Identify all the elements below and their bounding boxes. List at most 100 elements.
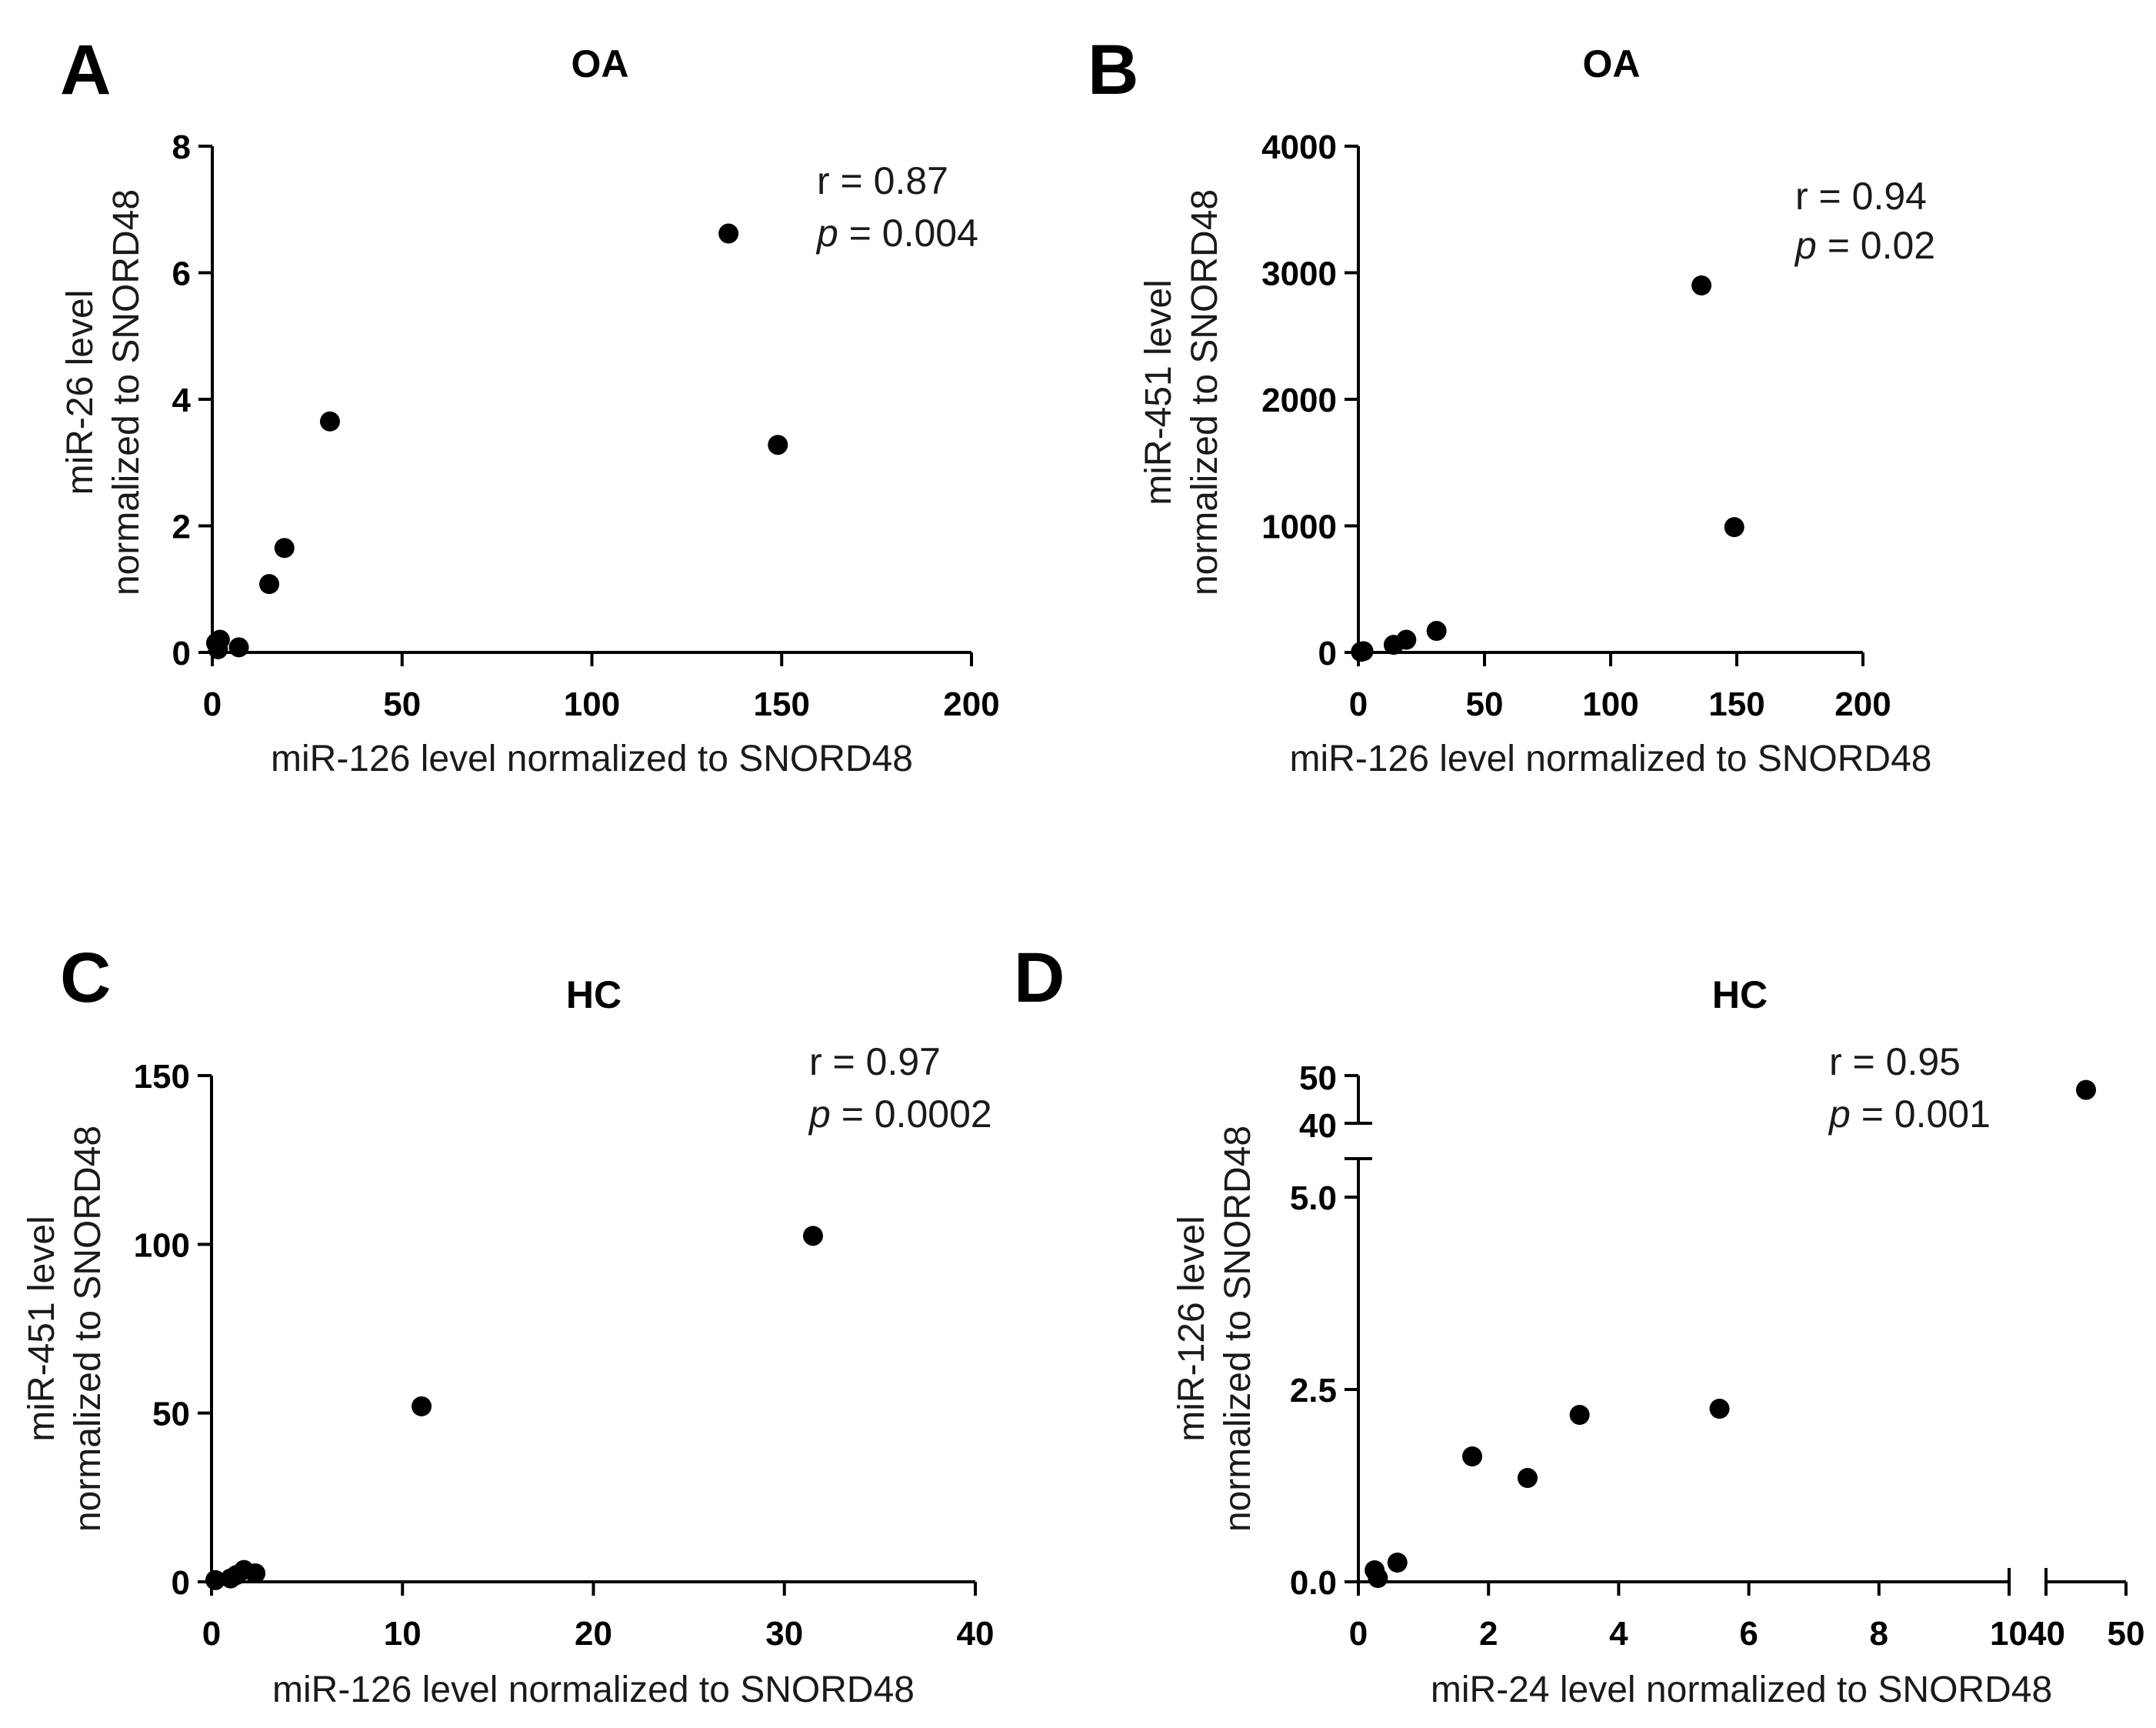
panel-a: A OA 0 50 100 150 200 0 2 4 6 8 miR-126 level normal… bbox=[60, 31, 1000, 779]
y-tick-label: 0 bbox=[172, 635, 191, 672]
data-point bbox=[208, 639, 228, 659]
x-tick-label: 200 bbox=[943, 686, 999, 723]
panel-c: C HC 0 10 20 30 40 0 50 100 150 miR-126 level norma… bbox=[22, 939, 994, 1710]
panel-letter: B bbox=[1088, 31, 1138, 109]
x-axis-label: miR-126 level normalized to SNORD48 bbox=[1290, 739, 1932, 779]
r-value: r = 0.87 bbox=[817, 159, 948, 202]
data-point bbox=[718, 223, 739, 244]
y-tick-label: 3000 bbox=[1261, 255, 1337, 293]
x-tick-label: 50 bbox=[2108, 1615, 2145, 1653]
y-tick-label: 2 bbox=[172, 509, 191, 546]
p-value-number: = 0.0002 bbox=[831, 1093, 992, 1136]
chart-title: HC bbox=[566, 973, 621, 1016]
y-tick-label: 5.0 bbox=[1290, 1179, 1337, 1217]
panel-letter: A bbox=[60, 31, 111, 109]
x-axis-label: miR-24 level normalized to SNORD48 bbox=[1431, 1670, 2052, 1710]
p-symbol: p bbox=[1794, 224, 1817, 267]
data-point bbox=[768, 435, 788, 455]
p-value-number: = 0.004 bbox=[838, 212, 978, 255]
x-tick-label: 20 bbox=[575, 1615, 612, 1653]
x-tick-label: 200 bbox=[1834, 686, 1891, 723]
x-tick-label: 150 bbox=[1708, 686, 1764, 723]
data-point bbox=[1462, 1446, 1483, 1466]
panel-b: B OA0 50 100 150 20001000200030004000miR-126 … bbox=[1088, 31, 1935, 779]
y-axis-label-line2: normalized to SNORD48 bbox=[1218, 1126, 1258, 1532]
data-point bbox=[1724, 517, 1744, 538]
p-value: p = 0.004 bbox=[815, 212, 978, 255]
chart-title: OA bbox=[571, 42, 629, 85]
data-point bbox=[1569, 1405, 1590, 1425]
p-symbol: p bbox=[808, 1093, 831, 1136]
y-tick-label: 50 bbox=[152, 1396, 190, 1433]
y-tick-label: 1000 bbox=[1261, 509, 1337, 546]
y-axis-label-line2: normalized to SNORD48 bbox=[1185, 189, 1225, 595]
x-tick-label: 8 bbox=[1870, 1615, 1888, 1653]
x-tick-label: 50 bbox=[383, 686, 421, 723]
p-value-number: = 0.001 bbox=[1851, 1093, 1991, 1136]
data-point bbox=[1691, 275, 1712, 295]
data-point bbox=[1709, 1399, 1730, 1419]
x-tick-label: 0 bbox=[1349, 686, 1368, 723]
data-point bbox=[259, 574, 280, 595]
data-point bbox=[1353, 641, 1374, 662]
y-axis-label-line2: normalized to SNORD48 bbox=[106, 189, 147, 595]
x-tick-label: 10 bbox=[384, 1615, 422, 1653]
p-symbol: p bbox=[815, 212, 838, 255]
y-tick-label: 6 bbox=[172, 255, 191, 293]
y-axis-label-line2: normalized to SNORD48 bbox=[68, 1126, 108, 1532]
y-tick-label: 100 bbox=[134, 1226, 190, 1264]
panel-letter: D bbox=[1014, 939, 1065, 1017]
y-tick-label: 150 bbox=[134, 1058, 190, 1096]
r-value: r = 0.95 bbox=[1829, 1040, 1961, 1083]
data-point bbox=[319, 411, 340, 432]
x-tick-label: 50 bbox=[1466, 686, 1504, 723]
y-axis-label-line1: miR-126 level bbox=[1171, 1216, 1212, 1441]
data-point bbox=[1387, 1553, 1408, 1573]
x-tick-label: 100 bbox=[564, 686, 620, 723]
p-value: p = 0.0002 bbox=[808, 1093, 992, 1136]
data-point bbox=[1396, 629, 1417, 650]
data-point bbox=[2076, 1079, 2096, 1100]
x-tick-label: 4 bbox=[1609, 1615, 1628, 1653]
data-point bbox=[412, 1396, 432, 1416]
p-value: p = 0.001 bbox=[1828, 1093, 1991, 1136]
y-axis-label-line1: miR-26 level bbox=[60, 290, 101, 495]
p-symbol: p bbox=[1828, 1093, 1851, 1136]
x-tick-label: 0 bbox=[1349, 1615, 1368, 1653]
y-tick-label: 2000 bbox=[1261, 382, 1337, 419]
y-tick-label: 4000 bbox=[1261, 128, 1337, 166]
x-tick-label: 150 bbox=[754, 686, 810, 723]
data-point bbox=[228, 637, 249, 658]
y-tick-label: 2.5 bbox=[1290, 1372, 1337, 1409]
y-tick-label: 0 bbox=[172, 1564, 190, 1602]
y-axis-label-line1: miR-451 level bbox=[22, 1216, 62, 1441]
x-tick-label: 0 bbox=[202, 1615, 221, 1653]
data-point bbox=[274, 538, 295, 559]
data-point bbox=[1368, 1568, 1388, 1588]
x-tick-label: 30 bbox=[765, 1615, 803, 1653]
x-axis-label: miR-126 level normalized to SNORD48 bbox=[272, 1670, 915, 1710]
y-tick-label: 8 bbox=[172, 128, 191, 166]
y-tick-label: 0.0 bbox=[1290, 1564, 1337, 1602]
panel-letter: C bbox=[60, 939, 111, 1017]
chart-title: HC bbox=[1712, 973, 1768, 1016]
x-tick-label-break: 1040 bbox=[1990, 1615, 2065, 1653]
r-value: r = 0.94 bbox=[1795, 175, 1927, 218]
data-point bbox=[1426, 621, 1447, 642]
y-tick-label: 50 bbox=[1299, 1059, 1337, 1097]
data-point bbox=[205, 1570, 225, 1590]
x-tick-label: 0 bbox=[203, 686, 222, 723]
y-tick-label: 4 bbox=[172, 382, 192, 419]
data-point bbox=[1517, 1468, 1538, 1488]
x-tick-label: 40 bbox=[957, 1615, 995, 1653]
data-point bbox=[245, 1563, 266, 1584]
data-point bbox=[802, 1226, 823, 1246]
panel-d: D HC 0 2 4 6 8 1040 50 0.0 2.5 5.0 40 50 miR-24 level … bbox=[1014, 939, 2144, 1710]
y-axis-label-line1: miR-451 level bbox=[1138, 279, 1179, 505]
p-value-number: = 0.02 bbox=[1817, 224, 1935, 267]
y-tick-label: 40 bbox=[1299, 1107, 1337, 1145]
x-tick-label: 100 bbox=[1582, 686, 1638, 723]
x-axis-label: miR-126 level normalized to SNORD48 bbox=[271, 739, 913, 779]
y-tick-label: 0 bbox=[1318, 635, 1337, 672]
